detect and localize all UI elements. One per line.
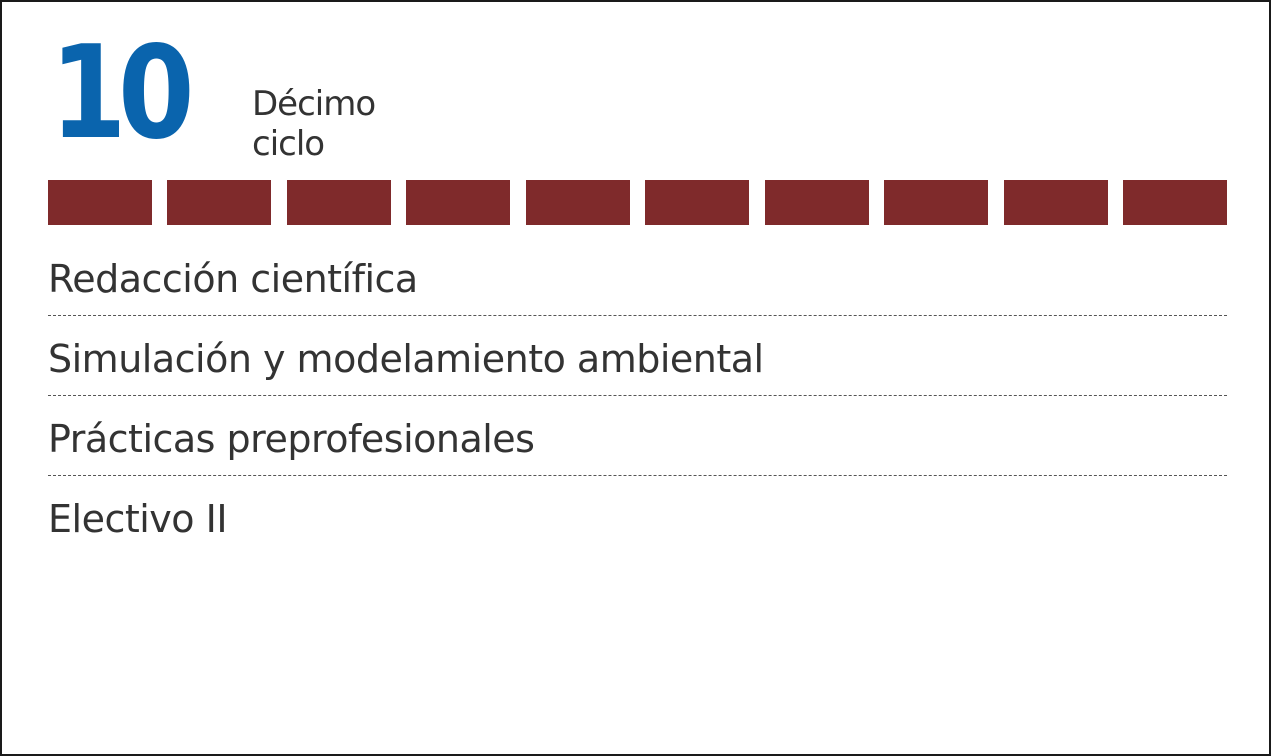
progress-segment (525, 180, 630, 225)
cycle-number: 10 (50, 19, 195, 168)
course-item: Redacción científica (48, 238, 1227, 316)
progress-segment (167, 180, 272, 225)
progress-segment (286, 180, 391, 225)
progress-segment (48, 180, 152, 225)
progress-segment (1122, 180, 1227, 225)
progress-segment (764, 180, 869, 225)
cycle-name: Décimo ciclo (252, 84, 376, 164)
cycle-name-line-1: Décimo (252, 84, 376, 124)
progress-segment (406, 180, 511, 225)
cycle-progress-bar (48, 180, 1227, 225)
progress-segment (645, 180, 750, 225)
progress-segment (884, 180, 989, 225)
course-item: Prácticas preprofesionales (48, 398, 1227, 476)
course-item: Electivo II (48, 497, 228, 541)
progress-segment (1003, 180, 1108, 225)
course-item: Simulación y modelamiento ambiental (48, 318, 1227, 396)
course-list: Redacción científica Simulación y modela… (48, 238, 1227, 556)
cycle-name-line-2: ciclo (252, 124, 325, 164)
